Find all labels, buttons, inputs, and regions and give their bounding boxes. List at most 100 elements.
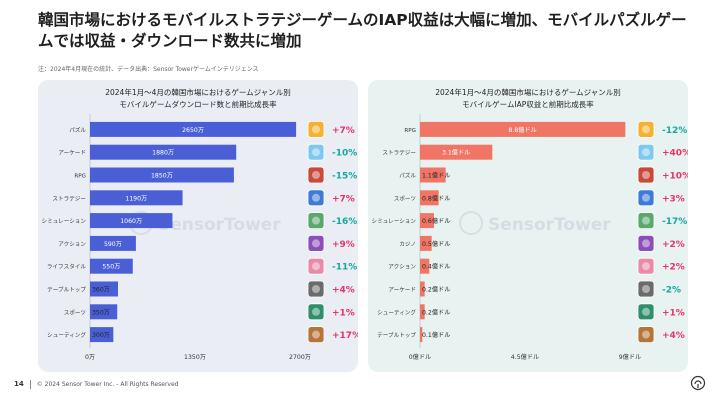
downloads-chart-panel: SensorTower 2024年1月～4月の韓国市場におけるゲームジャンル別 モバ… — [38, 80, 358, 372]
revenue-app-icon — [637, 189, 655, 207]
downloads-bar — [90, 281, 118, 297]
downloads-app-icon — [307, 303, 325, 321]
revenue-growth-label: +3% — [662, 194, 685, 204]
sensortower-logo-icon — [690, 375, 706, 391]
revenue-app-icon — [637, 280, 655, 298]
revenue-value-label: 0.6億ドル — [422, 217, 450, 225]
downloads-value-label: 300万 — [92, 332, 110, 339]
downloads-growth-label: -16% — [332, 217, 357, 227]
downloads-category-label: シミュレーション — [41, 219, 86, 225]
revenue-x-tick-label: 4.5億ドル — [511, 353, 539, 361]
downloads-bar — [90, 213, 173, 229]
revenue-value-label: 1.1億ドル — [422, 172, 450, 180]
downloads-x-tick-label: 2700万 — [289, 354, 311, 361]
revenue-value-label: 0.5億ドル — [422, 240, 450, 248]
revenue-app-icon-glyph — [642, 216, 650, 225]
downloads-value-label: 1880万 — [152, 150, 174, 157]
downloads-category-label: シューティング — [47, 331, 86, 339]
revenue-app-icon-glyph — [642, 330, 650, 339]
copyright: © 2024 Sensor Tower Inc. - All Rights Re… — [36, 381, 179, 388]
revenue-growth-label: +1% — [662, 308, 685, 318]
downloads-app-icon — [307, 280, 325, 298]
downloads-value-label: 550万 — [102, 264, 120, 271]
revenue-app-icon — [637, 212, 655, 230]
downloads-value-label: 360万 — [92, 287, 110, 294]
revenue-app-icon — [637, 326, 655, 344]
downloads-x-tick-label: 1350万 — [184, 354, 206, 361]
revenue-growth-label: -2% — [662, 286, 681, 296]
downloads-bar — [90, 167, 234, 183]
downloads-app-icon — [307, 189, 325, 207]
revenue-value-label: 0.4億ドル — [422, 263, 450, 271]
downloads-bar — [90, 121, 297, 137]
revenue-x-tick-label: 9億ドル — [619, 353, 642, 361]
revenue-value-label: 0.1億ドル — [422, 331, 450, 339]
downloads-chart-subtitle: モバイルゲームダウンロード数と前期比成長率 — [119, 99, 277, 109]
revenue-bar — [420, 327, 423, 343]
revenue-category-label: シューティング — [377, 308, 416, 316]
downloads-bar — [90, 327, 114, 343]
downloads-category-label: パズル — [69, 126, 86, 134]
downloads-app-icon-glyph — [312, 330, 320, 339]
revenue-app-icon — [637, 234, 655, 252]
revenue-category-label: シミュレーション — [371, 219, 416, 225]
downloads-app-icon-glyph — [312, 125, 320, 134]
revenue-chart-panel: SensorTower 2024年1月～4月の韓国市場におけるゲームジャンル別 モバ… — [368, 80, 688, 372]
downloads-value-label: 350万 — [92, 309, 110, 316]
downloads-app-icon — [307, 257, 325, 275]
revenue-watermark-icon — [459, 211, 483, 235]
revenue-app-icon — [637, 143, 655, 161]
downloads-value-label: 1190万 — [125, 195, 147, 202]
downloads-growth-label: -15% — [332, 172, 357, 182]
downloads-app-icon-glyph — [312, 216, 320, 225]
revenue-app-icon-glyph — [642, 239, 650, 248]
downloads-growth-label: +9% — [332, 240, 355, 250]
downloads-chart-title: 2024年1月～4月の韓国市場におけるゲームジャンル別 — [105, 87, 291, 97]
downloads-growth-label: +4% — [332, 286, 355, 296]
revenue-growth-label: +4% — [662, 331, 685, 341]
revenue-category-label: アーケード — [388, 287, 416, 294]
revenue-app-icon-glyph — [642, 125, 650, 134]
downloads-watermark: SensorTower — [158, 215, 281, 235]
revenue-category-label: スポーツ — [394, 194, 417, 202]
downloads-value-label: 2650万 — [182, 127, 204, 134]
downloads-category-label: ストラテジー — [52, 195, 86, 202]
revenue-app-icon — [637, 166, 655, 184]
downloads-category-label: テーブルトップ — [47, 286, 86, 294]
revenue-growth-label: -17% — [662, 217, 687, 227]
revenue-chart-subtitle: モバイルゲームIAP収益と前期比成長率 — [462, 99, 594, 109]
downloads-category-label: アーケード — [58, 150, 86, 157]
downloads-growth-label: +7% — [332, 194, 355, 204]
downloads-x-tick-label: 0万 — [85, 354, 95, 361]
downloads-chart: SensorTower 2024年1月～4月の韓国市場におけるゲームジャンル別モバ… — [41, 87, 358, 361]
revenue-category-label: アクション — [388, 264, 416, 271]
downloads-growth-label: +17% — [332, 331, 358, 341]
revenue-bar — [420, 281, 425, 297]
revenue-app-icon-glyph — [642, 262, 650, 271]
downloads-app-icon — [307, 326, 325, 344]
page-title: 韓国市場におけるモバイルストラテジーゲームのIAP収益は大幅に増加、モバイルパズ… — [38, 11, 687, 50]
revenue-app-icon-glyph — [642, 285, 650, 293]
footer: 14 © 2024 Sensor Tower Inc. - All Rights … — [14, 380, 178, 389]
downloads-app-icon-glyph — [312, 239, 320, 248]
revenue-value-label: 0.2億ドル — [422, 286, 450, 294]
downloads-bar — [90, 190, 183, 206]
revenue-bar — [420, 235, 432, 251]
revenue-category-label: カジノ — [399, 241, 416, 248]
downloads-category-label: アクション — [58, 241, 86, 248]
revenue-bar — [420, 258, 430, 274]
downloads-growth-label: -10% — [332, 149, 357, 159]
downloads-category-label: スポーツ — [64, 308, 87, 316]
revenue-app-icon-glyph — [642, 193, 650, 202]
revenue-bar — [420, 144, 493, 160]
revenue-app-icon — [637, 257, 655, 275]
revenue-value-label: 0.8億ドル — [422, 194, 450, 202]
revenue-growth-label: +40% — [662, 149, 688, 159]
downloads-category-label: RPG — [74, 174, 86, 180]
downloads-category-label: ライフスタイル — [47, 263, 87, 271]
downloads-bar — [90, 144, 237, 160]
downloads-app-icon-glyph — [312, 171, 320, 179]
downloads-app-icon — [307, 212, 325, 230]
revenue-growth-label: +10% — [662, 172, 688, 182]
revenue-value-label: 0.2億ドル — [422, 308, 450, 316]
